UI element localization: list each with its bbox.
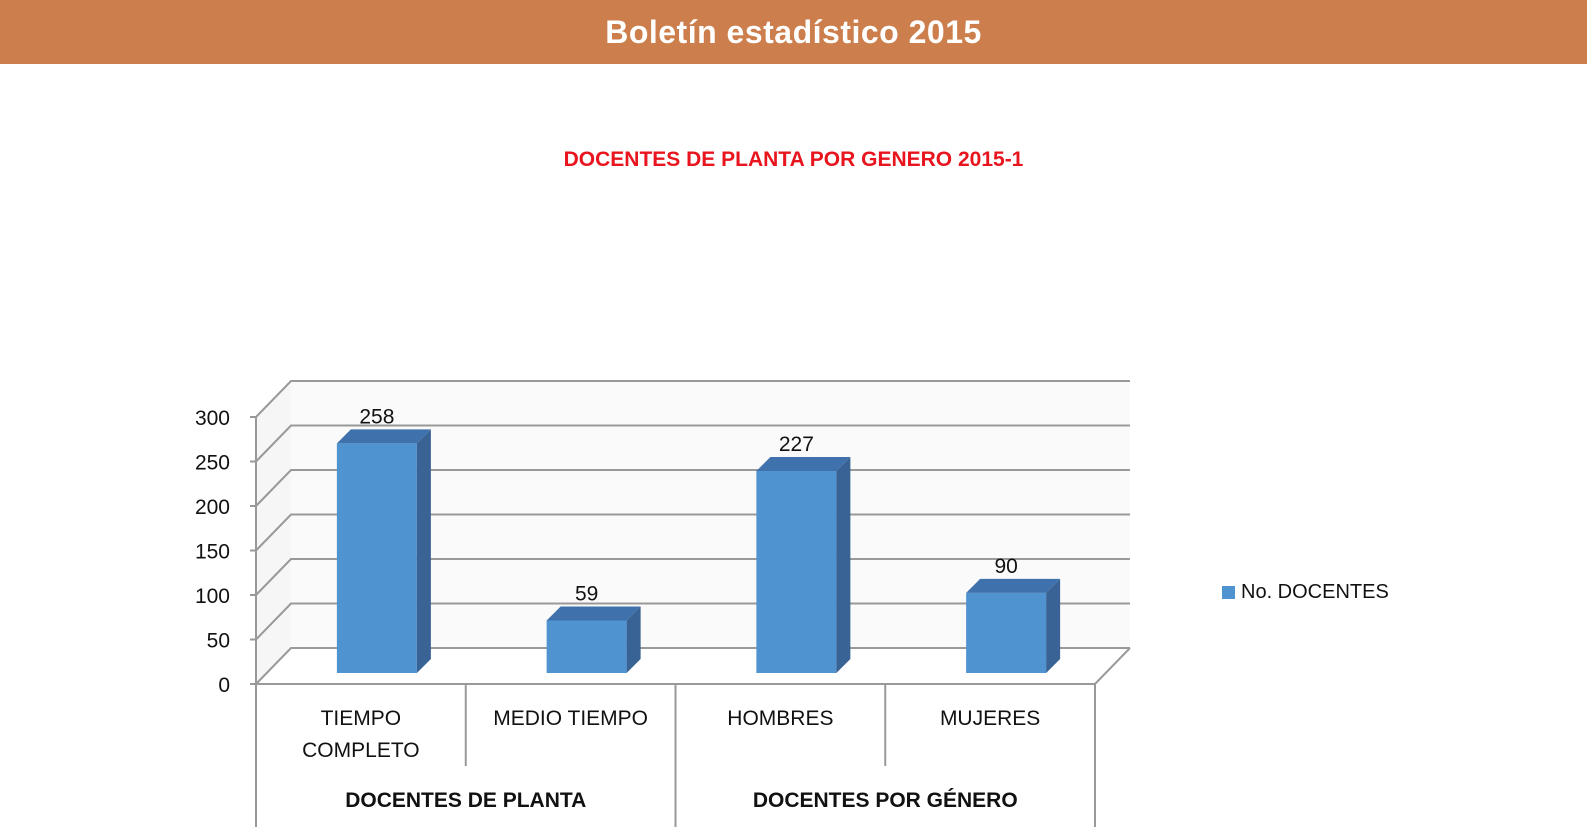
y-tick-label: 200: [195, 496, 230, 519]
y-tick-label: 0: [218, 674, 230, 697]
bar: [756, 470, 837, 673]
bar-top: [756, 456, 851, 471]
gridline: [255, 424, 1130, 463]
bar-side: [416, 429, 431, 673]
group-label: DOCENTES POR GÉNERO: [753, 789, 1018, 812]
y-tick-label: 150: [195, 541, 230, 564]
category-label: MUJERES: [940, 707, 1040, 730]
bar: [336, 443, 417, 673]
category-label: HOMBRES: [727, 707, 833, 730]
legend: No. DOCENTES: [1222, 581, 1389, 604]
data-label: 227: [779, 433, 814, 456]
data-label: 59: [575, 582, 598, 605]
bar-top: [336, 429, 431, 444]
bar-side: [626, 606, 641, 673]
y-tick-label: 100: [195, 585, 230, 608]
legend-label: No. DOCENTES: [1241, 581, 1389, 603]
legend-swatch: [1222, 586, 1235, 599]
y-tick-label: 300: [195, 407, 230, 430]
data-label: 90: [994, 555, 1017, 578]
gridline: [255, 380, 1130, 418]
category-label: MEDIO TIEMPO: [493, 707, 648, 730]
bar-top: [546, 606, 641, 621]
bar: [546, 620, 627, 673]
bar-side: [836, 456, 851, 673]
bar: [966, 592, 1047, 673]
y-tick-label: 250: [195, 452, 230, 475]
category-label: COMPLETO: [302, 739, 419, 762]
group-label: DOCENTES DE PLANTA: [345, 789, 586, 812]
chart-title: DOCENTES DE PLANTA POR GENERO 2015-1: [563, 148, 1024, 171]
category-label: TIEMPO: [321, 707, 402, 730]
bar-top: [966, 578, 1061, 593]
header-banner: Boletín estadístico 2015: [0, 0, 1587, 64]
data-label: 258: [359, 405, 394, 428]
y-tick-label: 50: [207, 630, 230, 653]
bar-side: [1046, 578, 1061, 673]
